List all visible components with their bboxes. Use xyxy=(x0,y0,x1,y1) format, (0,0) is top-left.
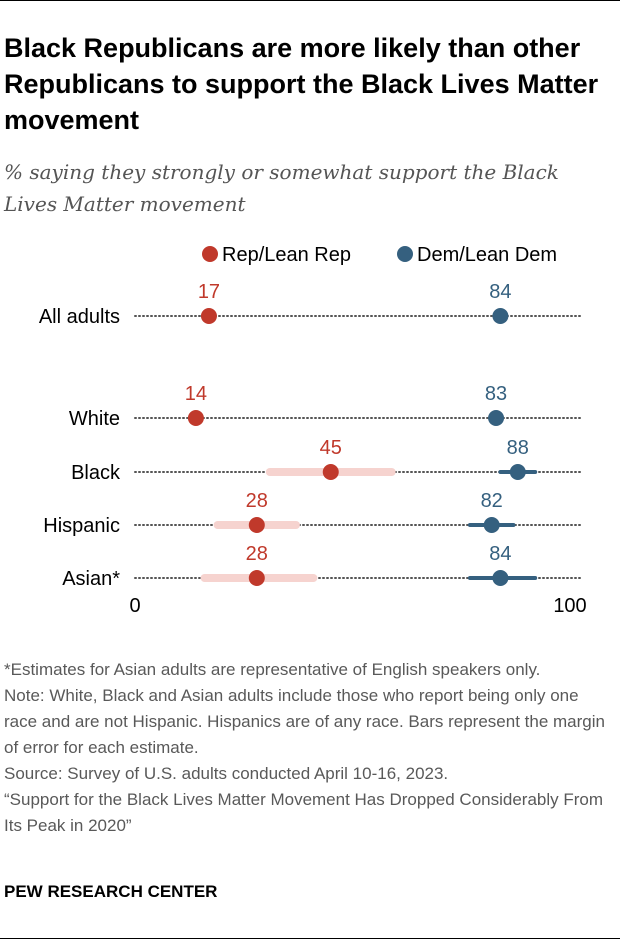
rep-value-label-asian: 28 xyxy=(246,543,268,565)
rep-dot-asian xyxy=(248,570,265,586)
legend-rep-label: Rep/Lean Rep xyxy=(222,244,351,266)
footnote-note: Note: White, Black and Asian adults incl… xyxy=(4,686,605,757)
legend-dem-dot xyxy=(397,246,413,262)
rep-value-label-black: 45 xyxy=(320,437,342,459)
dot-chart: Rep/Lean Rep Dem/Lean Dem All adults 17 84… xyxy=(39,244,587,617)
legend-dem-label: Dem/Lean Dem xyxy=(417,244,557,266)
dem-value-label-all-adults: 84 xyxy=(489,281,511,303)
rep-value-label-hispanic: 28 xyxy=(246,490,268,512)
footnote-report-title: “Support for the Black Lives Matter Move… xyxy=(4,790,604,835)
pew-brand: PEW RESEARCH CENTER xyxy=(4,882,218,901)
top-rule xyxy=(0,0,620,1)
category-label-black: Black xyxy=(71,462,121,484)
dem-dot-all-adults xyxy=(492,308,509,324)
category-label-white: White xyxy=(69,408,120,430)
dem-value-label-white: 83 xyxy=(485,383,507,405)
footnote-source: Source: Survey of U.S. adults conducted … xyxy=(4,764,449,783)
dem-dot-asian xyxy=(492,570,509,586)
chart-title: Black Republicans are more likely than o… xyxy=(4,33,599,135)
rep-dot-white xyxy=(187,410,204,426)
rep-value-label-all-adults: 17 xyxy=(198,281,220,303)
bottom-rule xyxy=(0,938,620,939)
dem-value-label-hispanic: 82 xyxy=(481,490,503,512)
category-label-all-adults: All adults xyxy=(39,306,120,328)
dem-dot-white xyxy=(488,410,505,426)
dem-dot-black xyxy=(509,464,526,480)
chart-subtitle: % saying they strongly or somewhat suppo… xyxy=(4,160,559,216)
x-axis-label-max: 100 xyxy=(553,595,586,617)
rep-dot-black xyxy=(322,464,339,480)
rep-dot-hispanic xyxy=(248,517,265,533)
dem-dot-hispanic xyxy=(483,517,500,533)
dem-value-label-asian: 84 xyxy=(489,543,511,565)
footnote-asian: *Estimates for Asian adults are represen… xyxy=(4,660,541,679)
x-axis-label-min: 0 xyxy=(129,595,140,617)
rep-dot-all-adults xyxy=(200,308,217,324)
category-label-asian: Asian* xyxy=(62,568,120,590)
footnotes: *Estimates for Asian adults are represen… xyxy=(4,657,616,839)
legend-rep-dot xyxy=(202,246,218,262)
category-label-hispanic: Hispanic xyxy=(43,515,120,537)
dem-value-label-black: 88 xyxy=(507,437,529,459)
rep-value-label-white: 14 xyxy=(185,383,207,405)
